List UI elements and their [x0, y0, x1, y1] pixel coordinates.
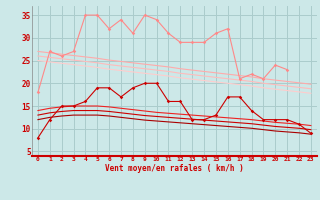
X-axis label: Vent moyen/en rafales ( km/h ): Vent moyen/en rafales ( km/h )	[105, 164, 244, 173]
